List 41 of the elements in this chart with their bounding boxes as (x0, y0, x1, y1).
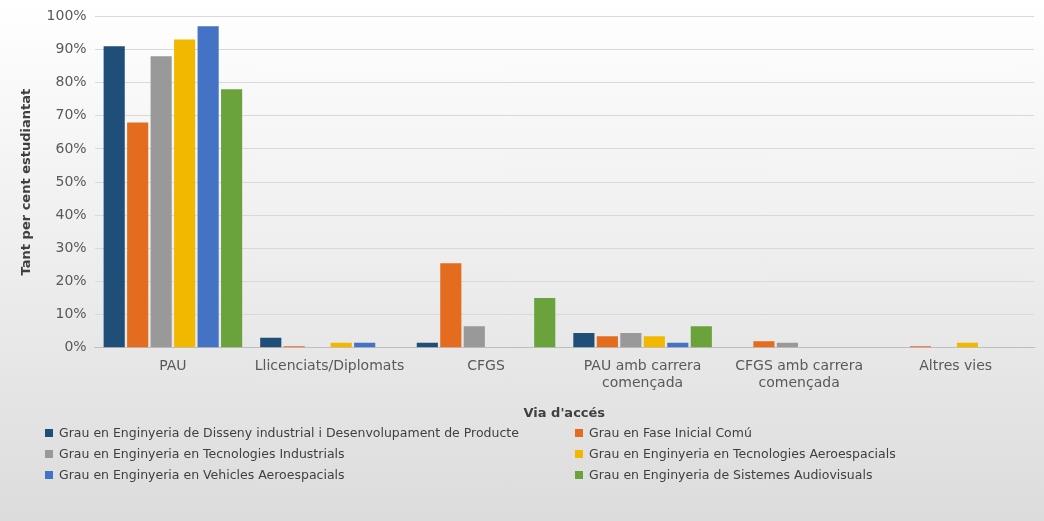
bar (127, 122, 149, 348)
bar (534, 298, 556, 348)
legend-label: Grau en Enginyeria de Sistemes Audiovisuals (589, 467, 873, 482)
x-tick-label: PAU (159, 356, 187, 373)
y-tick-label: 100% (46, 7, 87, 24)
x-axis-title: Via d'accés (523, 404, 606, 420)
bar (440, 263, 462, 348)
x-tick-label: PAU amb carrera començada (583, 356, 702, 390)
legend-label: Grau en Enginyeria en Tecnologies Aeroespacials (589, 446, 896, 461)
legend-label: Grau en Enginyeria de Disseny industrial i Desenvolupament de Producte (59, 425, 519, 440)
y-tick-label: 90% (55, 40, 87, 57)
y-tick-label: 20% (55, 272, 87, 289)
legend-label: Grau en Enginyeria en Tecnologies Industrials (59, 446, 345, 461)
y-tick-label: 50% (55, 172, 87, 189)
bar (643, 336, 665, 348)
bar (150, 56, 172, 348)
bar (620, 332, 642, 348)
y-tick-label: 40% (55, 205, 87, 222)
y-tick-label: 80% (55, 73, 87, 90)
bar (197, 26, 219, 348)
bar (596, 336, 618, 348)
y-tick-label: 10% (55, 305, 87, 322)
legend-label: Grau en Fase Inicial Comú (589, 425, 752, 440)
x-tick-label: CFGS (467, 356, 505, 373)
x-tick-label: Altres vies (919, 356, 993, 373)
bar (221, 89, 243, 348)
bar (103, 46, 125, 348)
y-tick-label: 30% (55, 239, 87, 256)
y-axis-title: Tant per cent estudiantat (18, 88, 34, 276)
y-tick-label: 60% (55, 139, 87, 156)
bar (260, 337, 282, 348)
x-tick-label: Llicenciats/Diplomats (254, 356, 405, 373)
legend-label: Grau en Enginyeria en Vehicles Aeroespacials (59, 467, 345, 482)
bar (174, 39, 196, 348)
bar (753, 341, 775, 348)
bar (690, 326, 712, 348)
bar (573, 332, 595, 348)
bar (463, 326, 485, 348)
x-tick-label: CFGS amb carrera començada (735, 356, 864, 390)
y-tick-label: 70% (55, 106, 87, 123)
y-tick-label: 0% (64, 338, 87, 355)
